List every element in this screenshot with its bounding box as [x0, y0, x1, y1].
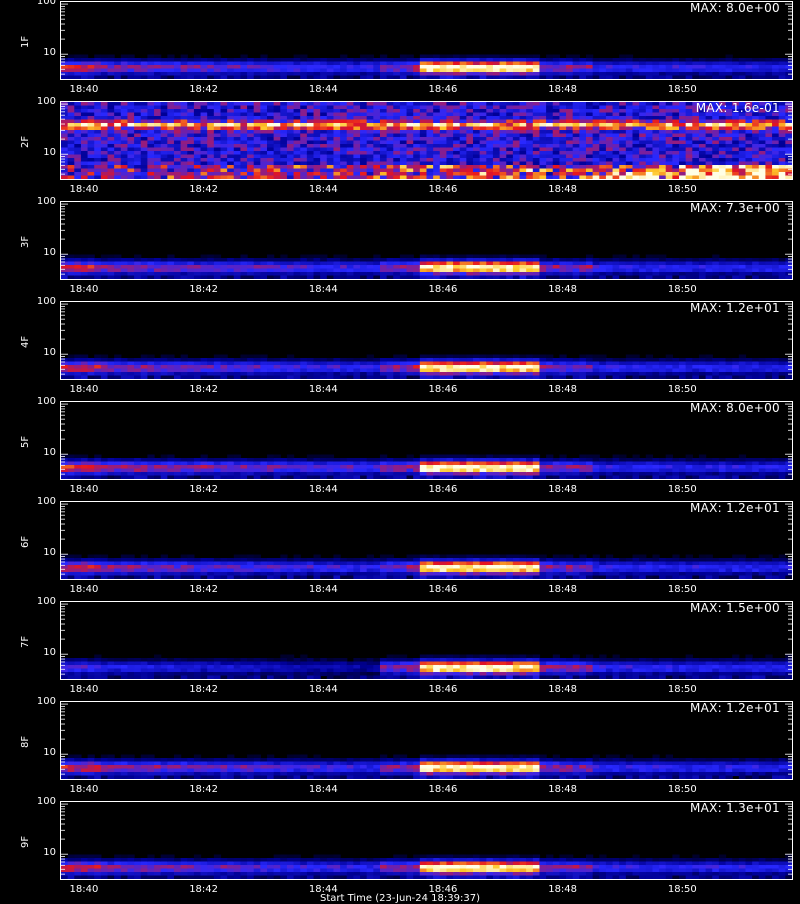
y-tick-label: 10: [30, 147, 56, 158]
max-value-label: MAX: 8.0e+00: [690, 1, 780, 15]
y-tick-label: 100: [30, 0, 56, 7]
axis-ticks: [61, 202, 792, 279]
x-tick-label: 18:40: [64, 384, 104, 395]
spectrogram-panel-1F: 1F 100 10 MAX: 8.0e+00 18:40 18:42 18:44 18:46 1…: [0, 0, 800, 100]
x-tick-label: 18:42: [184, 284, 224, 295]
y-tick-label: 10: [30, 347, 56, 358]
y-tick-label: 100: [30, 96, 56, 107]
y-tick-label: 100: [30, 396, 56, 407]
axis-ticks: [61, 102, 792, 179]
y-axis-label: 3F: [20, 234, 31, 248]
y-tick-label: 10: [30, 247, 56, 258]
x-tick-label: 18:50: [662, 84, 702, 95]
axis-ticks: [61, 302, 792, 379]
x-tick-label: 18:48: [543, 284, 583, 295]
x-tick-label: 18:46: [423, 384, 463, 395]
x-tick-label: 18:48: [543, 384, 583, 395]
y-tick-label: 10: [30, 447, 56, 458]
y-axis-label: 5F: [20, 434, 31, 448]
x-tick-label: 18:50: [662, 184, 702, 195]
x-tick-label: 18:46: [423, 284, 463, 295]
x-tick-label: 18:42: [184, 84, 224, 95]
max-value-label: MAX: 1.6e-01: [696, 101, 780, 115]
x-tick-label: 18:40: [64, 84, 104, 95]
x-tick-label: 18:48: [543, 84, 583, 95]
x-tick-label: 18:46: [423, 84, 463, 95]
x-tick-label: 18:40: [64, 184, 104, 195]
x-tick-label: 18:46: [423, 184, 463, 195]
x-tick-label: 18:50: [662, 284, 702, 295]
x-tick-label: 18:48: [543, 184, 583, 195]
y-tick-label: 10: [30, 47, 56, 58]
y-tick-label: 100: [30, 296, 56, 307]
x-tick-label: 18:42: [184, 184, 224, 195]
x-tick-label: 18:50: [662, 384, 702, 395]
axis-ticks: [61, 2, 792, 79]
x-tick-label: 18:44: [303, 184, 343, 195]
x-tick-label: 18:44: [303, 384, 343, 395]
y-tick-label: 100: [30, 196, 56, 207]
max-value-label: MAX: 7.3e+00: [690, 201, 780, 215]
y-axis-label: 1F: [20, 34, 31, 48]
x-tick-label: 18:44: [303, 284, 343, 295]
y-axis-label: 2F: [20, 134, 31, 148]
x-tick-label: 18:42: [184, 384, 224, 395]
y-axis-label: 4F: [20, 334, 31, 348]
max-value-label: MAX: 1.2e+01: [690, 301, 780, 315]
x-tick-label: 18:44: [303, 84, 343, 95]
x-tick-label: 18:40: [64, 284, 104, 295]
